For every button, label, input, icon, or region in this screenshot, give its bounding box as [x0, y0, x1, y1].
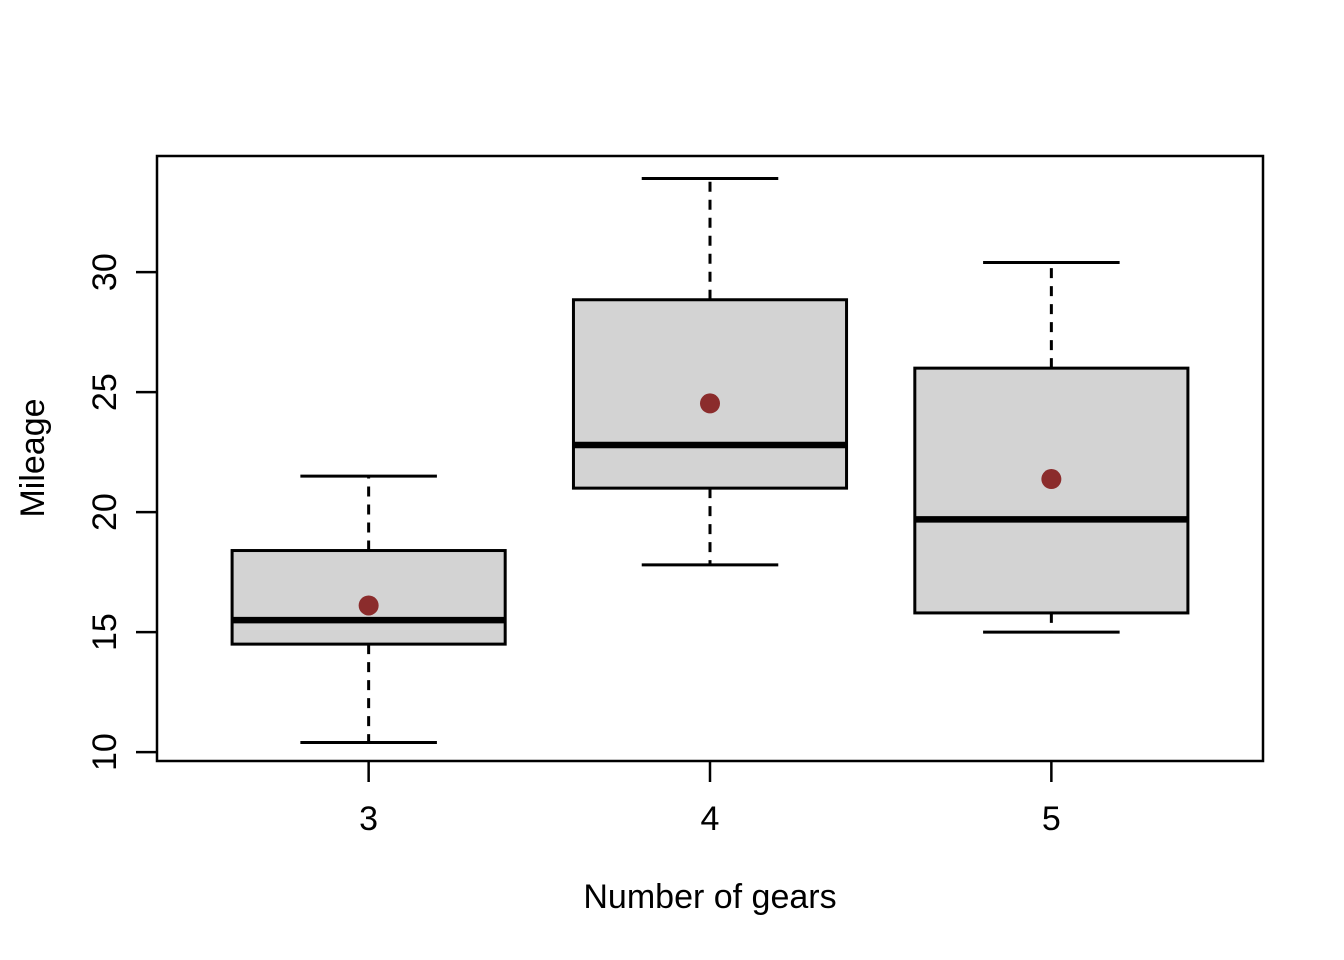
mean-point — [700, 393, 720, 414]
y-tick-label: 25 — [86, 373, 124, 411]
y-axis-title: Mileage — [14, 398, 52, 518]
y-tick-label: 15 — [86, 613, 124, 651]
box-group-gear-4 — [571, 177, 849, 567]
y-tick-label: 10 — [86, 733, 124, 771]
mean-point — [358, 595, 379, 616]
box-group-gear-5 — [913, 261, 1190, 634]
y-tick-label: 30 — [86, 253, 124, 291]
x-tick-label: 3 — [359, 800, 378, 838]
x-tick-label: 5 — [1042, 800, 1061, 838]
iqr-box — [913, 366, 1190, 615]
box-group-gear-3 — [230, 474, 507, 745]
mean-point — [1041, 469, 1062, 490]
y-tick-label: 20 — [86, 493, 124, 531]
x-axis-title: Number of gears — [583, 878, 837, 916]
x-tick-label: 4 — [701, 800, 720, 838]
